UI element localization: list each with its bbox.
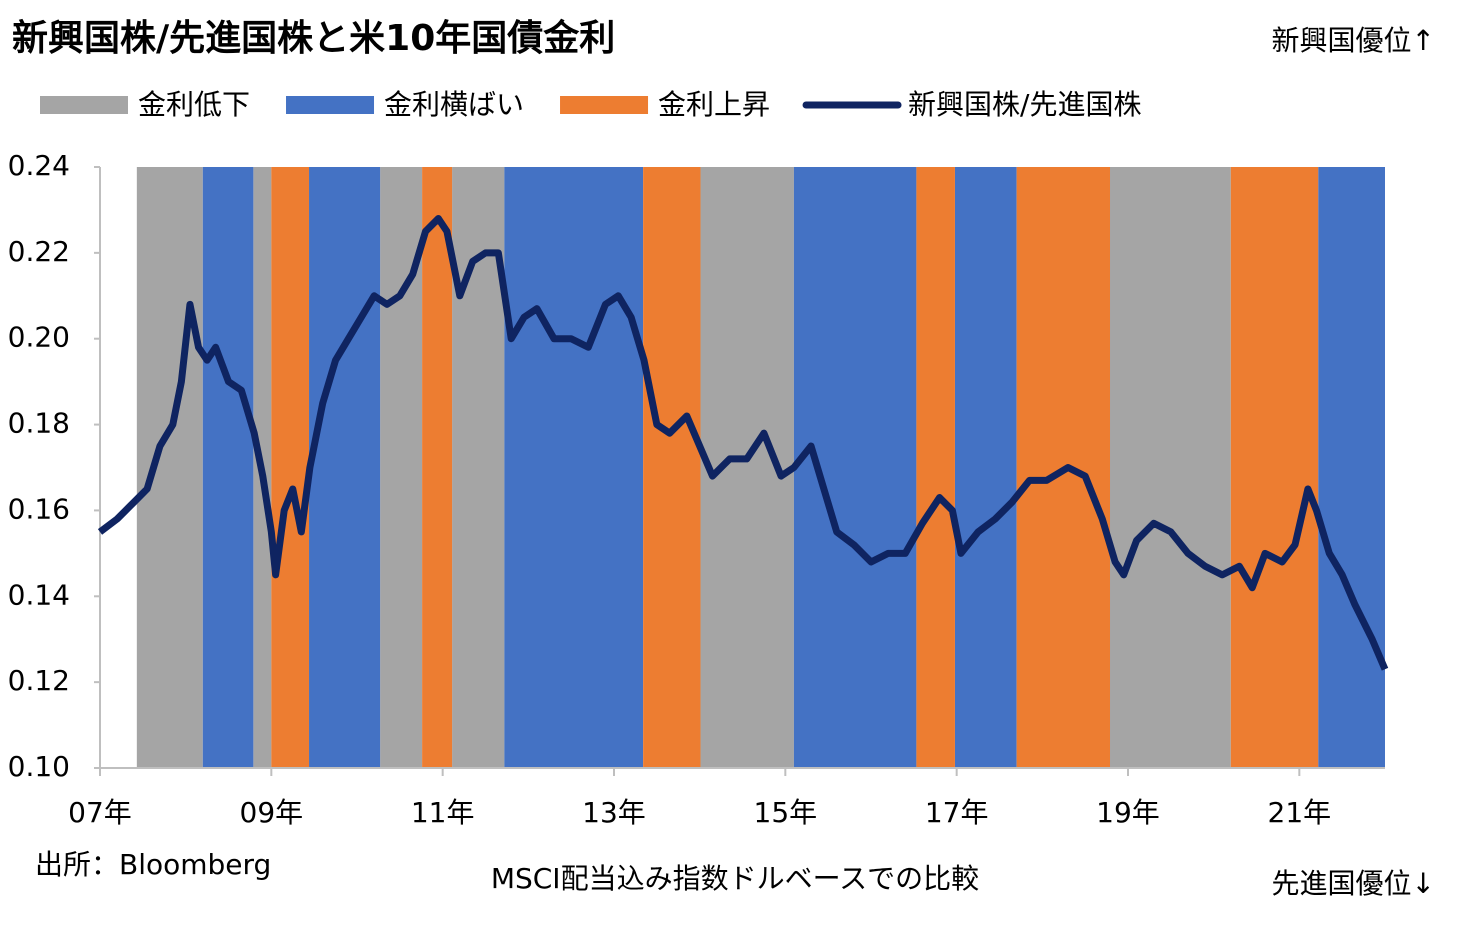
x-tick-label: 11年 bbox=[411, 796, 475, 829]
regime-band bbox=[452, 167, 505, 768]
annotation: 新興国優位↑ bbox=[1272, 24, 1435, 57]
x-tick-label: 13年 bbox=[582, 796, 646, 829]
y-tick-label: 0.18 bbox=[8, 407, 70, 440]
regime-band bbox=[1110, 167, 1231, 768]
y-tick-label: 0.10 bbox=[8, 750, 70, 783]
regime-band bbox=[954, 167, 1017, 768]
data-line bbox=[97, 215, 1389, 671]
y-tick-label: 0.16 bbox=[8, 492, 70, 525]
x-tick-label: 15年 bbox=[754, 796, 818, 829]
chart-title: 新興国株/先進国株と米10年国債金利 bbox=[12, 17, 615, 59]
regime-band bbox=[793, 167, 917, 768]
x-tick-label: 09年 bbox=[240, 796, 304, 829]
regime-band bbox=[271, 167, 310, 768]
regime-band bbox=[643, 167, 701, 768]
legend-swatch bbox=[560, 96, 649, 114]
regime-band bbox=[1230, 167, 1319, 768]
regime-band bbox=[202, 167, 254, 768]
regime-band bbox=[309, 167, 381, 768]
note: MSCI配当込み指数ドルベースでの比較 bbox=[491, 862, 979, 895]
legend-swatch bbox=[40, 96, 128, 114]
source: 出所：Bloomberg bbox=[35, 848, 271, 881]
annotation: 先進国優位↓ bbox=[1272, 867, 1435, 900]
regime-band bbox=[422, 167, 453, 768]
regime-band bbox=[916, 167, 955, 768]
x-tick-label: 19年 bbox=[1096, 796, 1160, 829]
regime-band bbox=[136, 167, 203, 768]
legend-swatch bbox=[286, 96, 375, 114]
regime-band bbox=[1318, 167, 1385, 768]
y-tick-label: 0.22 bbox=[8, 235, 70, 268]
y-tick-label: 0.24 bbox=[8, 149, 70, 182]
x-tick-label: 21年 bbox=[1268, 796, 1332, 829]
legend-label: 新興国株/先進国株 bbox=[908, 88, 1141, 121]
legend-label: 金利上昇 bbox=[658, 88, 770, 121]
x-tick-label: 07年 bbox=[68, 796, 132, 829]
regime-band bbox=[504, 167, 644, 768]
y-tick-label: 0.12 bbox=[8, 664, 70, 697]
y-tick-label: 0.14 bbox=[8, 578, 70, 611]
x-tick-label: 17年 bbox=[925, 796, 989, 829]
legend-label: 金利横ばい bbox=[384, 88, 524, 121]
y-tick-label: 0.20 bbox=[8, 321, 70, 354]
legend-label: 金利低下 bbox=[138, 88, 250, 121]
